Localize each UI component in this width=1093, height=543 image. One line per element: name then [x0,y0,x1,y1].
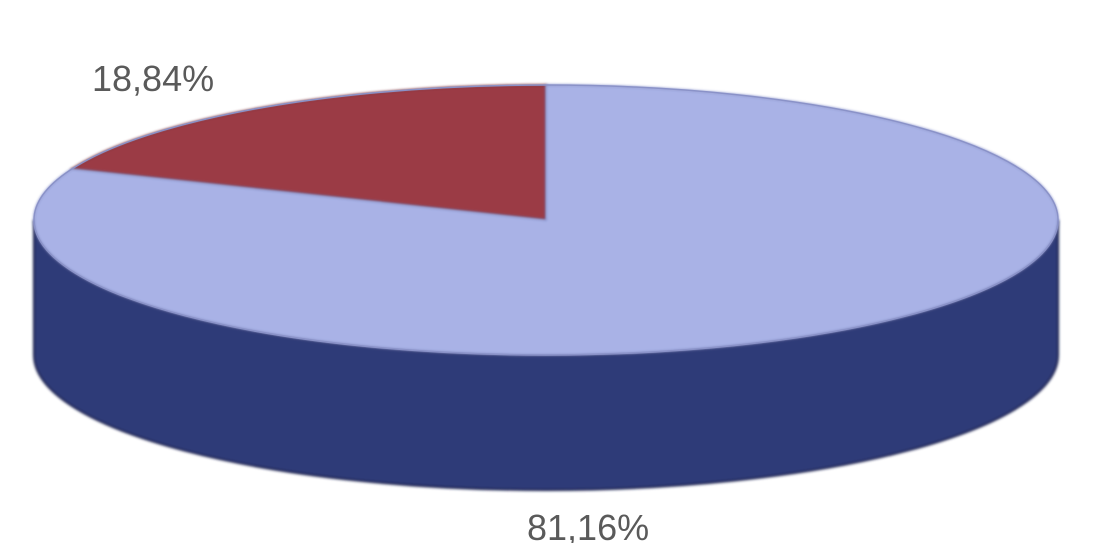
slice-label-large: 81,16% [527,507,649,543]
pie-slices [34,85,1058,355]
slice-label-small: 18,84% [92,58,214,99]
